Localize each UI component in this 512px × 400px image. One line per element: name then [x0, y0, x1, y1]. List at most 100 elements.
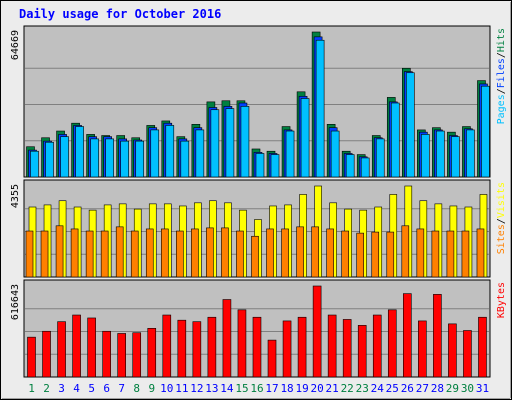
- day-group: [116, 135, 129, 178]
- bar-sites: [85, 230, 94, 278]
- day-group: [356, 209, 368, 278]
- day-group: [431, 203, 443, 278]
- bar-pages: [255, 153, 265, 178]
- day-group: [296, 194, 307, 278]
- day-group: [192, 321, 202, 378]
- day-group: [70, 206, 82, 278]
- day-label: 9: [148, 382, 155, 395]
- day-group: [342, 319, 352, 378]
- day-group: [251, 148, 265, 178]
- day-label: 21: [326, 382, 339, 395]
- bar-kbytes: [342, 319, 352, 378]
- day-group: [117, 333, 126, 378]
- day-group: [416, 200, 428, 278]
- bar-kbytes: [478, 316, 487, 378]
- right-label-part: Files: [496, 58, 507, 88]
- day-group: [312, 285, 322, 378]
- day-group: [341, 150, 355, 178]
- day-label: 12: [190, 382, 203, 395]
- bar-sites: [296, 226, 304, 278]
- day-group: [433, 294, 442, 378]
- bar-pages: [165, 125, 175, 178]
- day-label: 31: [476, 382, 489, 395]
- day-group: [86, 134, 99, 178]
- bar-pages: [30, 150, 39, 178]
- day-label: 17: [265, 382, 278, 395]
- day-label: 23: [356, 382, 369, 395]
- bar-pages: [180, 140, 190, 178]
- bar-kbytes: [372, 314, 382, 378]
- day-group: [87, 317, 96, 378]
- bar-kbytes: [147, 328, 157, 378]
- day-label: 4: [73, 382, 80, 395]
- day-group: [463, 330, 472, 378]
- day-group: [281, 126, 295, 178]
- day-group: [101, 135, 114, 178]
- bar-sites: [326, 228, 334, 278]
- day-group: [115, 203, 127, 278]
- day-group: [221, 100, 235, 178]
- bar-pages: [421, 134, 430, 178]
- bar-pages: [210, 109, 220, 178]
- day-group: [478, 316, 487, 378]
- day-group: [147, 328, 157, 378]
- bar-sites: [115, 226, 124, 278]
- day-group: [72, 314, 81, 378]
- bar-kbytes: [87, 317, 96, 378]
- day-group: [267, 339, 277, 378]
- bar-pages: [451, 136, 460, 178]
- day-label: 20: [311, 382, 324, 395]
- day-group: [282, 320, 292, 378]
- day-labels: 1 2 3 4 5 6 7 8 9 10 11 12 13 14 15 16 17 18 19 20 21 22 23 24 2…: [28, 382, 489, 395]
- day-group: [402, 67, 415, 178]
- bar-sites: [55, 225, 64, 278]
- day-label: 13: [205, 382, 218, 395]
- bar-sites: [176, 230, 184, 278]
- right-axis-label: KBytes: [496, 282, 507, 318]
- day-group: [40, 204, 52, 278]
- bar-kbytes: [403, 293, 412, 378]
- day-group: [160, 203, 172, 278]
- day-label: 24: [371, 382, 385, 395]
- bar-sites: [356, 232, 365, 278]
- day-label: 25: [386, 382, 399, 395]
- day-group: [461, 206, 473, 278]
- right-axis-label: Pages/Files/Hits: [496, 28, 507, 124]
- day-group: [327, 314, 337, 378]
- day-group: [281, 204, 292, 278]
- bar-pages: [135, 140, 145, 178]
- right-label-part: Hits: [496, 28, 507, 52]
- bar-sites: [206, 227, 214, 278]
- bar-sites: [401, 225, 410, 278]
- day-group: [252, 316, 262, 378]
- bar-pages: [390, 102, 400, 178]
- day-label: 16: [250, 382, 263, 395]
- chart-title: Daily usage for October 2016: [19, 7, 221, 21]
- bar-kbytes: [297, 316, 307, 378]
- bar-kbytes: [177, 319, 187, 378]
- bar-sites: [251, 235, 259, 278]
- bar-kbytes: [387, 309, 397, 378]
- right-label-part: Pages: [496, 94, 507, 124]
- day-group: [326, 202, 337, 278]
- day-group: [477, 80, 490, 178]
- day-group: [162, 314, 172, 378]
- day-group: [311, 31, 325, 178]
- day-label: 10: [160, 382, 173, 395]
- day-label: 15: [235, 382, 248, 395]
- day-group: [25, 206, 37, 278]
- day-group: [191, 124, 205, 178]
- day-group: [341, 208, 352, 278]
- day-label: 1: [28, 382, 35, 395]
- bar-pages: [481, 85, 490, 178]
- bar-kbytes: [252, 316, 262, 378]
- day-group: [85, 209, 97, 278]
- day-group: [251, 219, 262, 278]
- right-label-part: Visits: [496, 182, 507, 218]
- day-group: [131, 137, 145, 178]
- day-group: [161, 120, 175, 178]
- day-group: [236, 209, 247, 278]
- bar-sites: [221, 227, 229, 278]
- right-label-part: Sites: [496, 224, 507, 254]
